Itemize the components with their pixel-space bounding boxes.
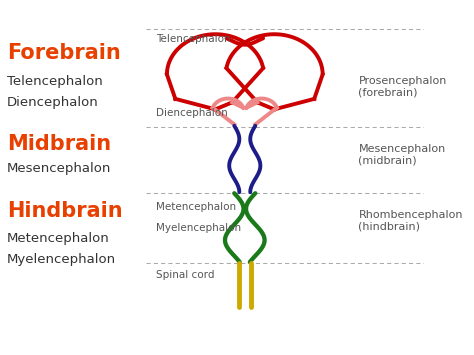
Text: Rhombencephalon
(hindbrain): Rhombencephalon (hindbrain) (358, 211, 463, 232)
Text: Myelencephalon: Myelencephalon (156, 223, 242, 233)
Text: Mesencephalon: Mesencephalon (7, 162, 111, 175)
Text: Diencephalon: Diencephalon (7, 96, 99, 109)
Text: Midbrain: Midbrain (7, 134, 111, 154)
Text: Telencephalon: Telencephalon (7, 75, 103, 88)
Text: Telencephalon: Telencephalon (156, 34, 231, 44)
Text: Prosencephalon
(forebrain): Prosencephalon (forebrain) (358, 76, 447, 97)
Text: Hindbrain: Hindbrain (7, 201, 123, 221)
Text: Metencephalon: Metencephalon (7, 232, 110, 245)
Text: Myelencephalon: Myelencephalon (7, 253, 116, 266)
Text: Diencephalon: Diencephalon (156, 108, 228, 118)
Text: Spinal cord: Spinal cord (156, 271, 215, 280)
Text: Forebrain: Forebrain (7, 43, 121, 64)
Text: Mesencephalon
(midbrain): Mesencephalon (midbrain) (358, 144, 446, 165)
Text: Metencephalon: Metencephalon (156, 202, 237, 212)
